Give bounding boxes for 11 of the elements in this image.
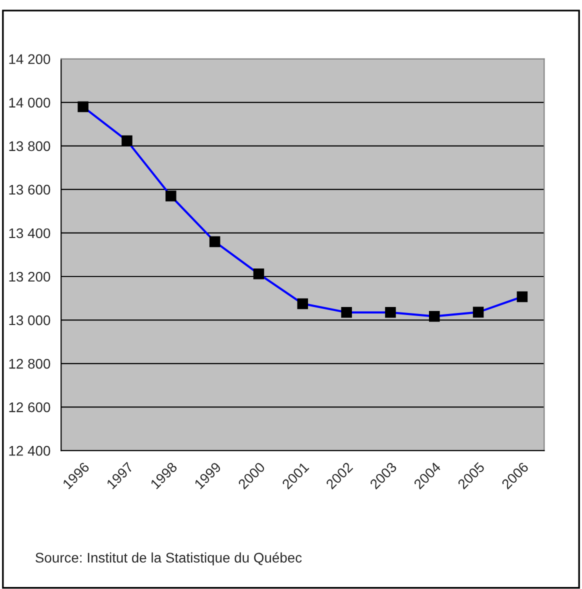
y-tick-label: 13 000	[9, 315, 50, 326]
y-tick-label: 13 400	[9, 228, 50, 238]
y-tick-label: 14 200	[9, 54, 50, 64]
y-tick-label: 13 600	[9, 184, 50, 195]
y-tick-label: 13 200	[9, 272, 50, 282]
y-tick-label: 14 000	[9, 98, 50, 108]
y-tick-label: 12 800	[9, 358, 50, 369]
y-tick-label: 13 800	[9, 141, 50, 152]
source-note: Source: Institut de la Statistique du Québec	[36, 552, 302, 566]
y-tick-label: 12 600	[9, 402, 50, 412]
y-tick-label: 12 400	[9, 446, 50, 456]
